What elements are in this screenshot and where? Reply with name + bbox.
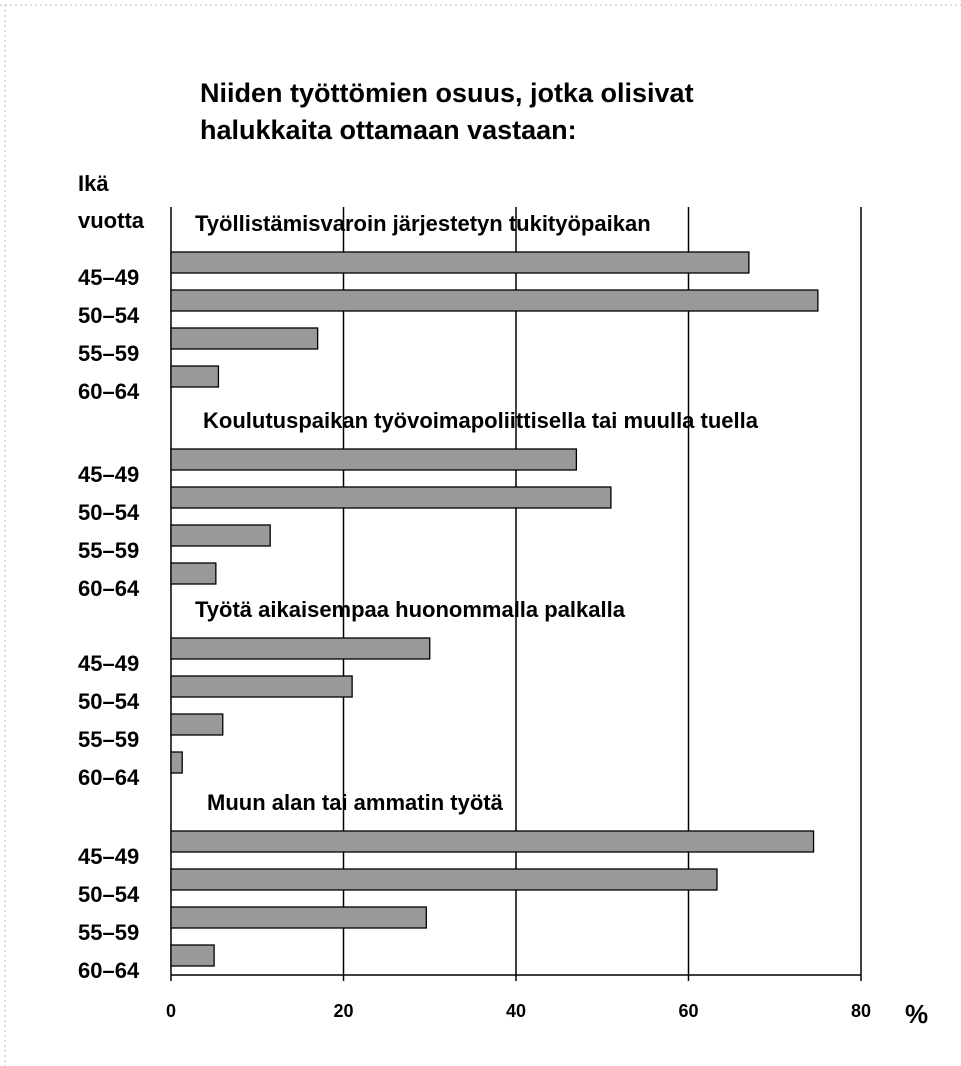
group-title: Työllistämisvaroin järjestetyn tukityöpa…	[195, 211, 651, 236]
bar	[170, 365, 220, 388]
y-axis-label: vuotta	[78, 208, 145, 233]
x-tick-label: 0	[166, 1001, 176, 1021]
bar	[170, 637, 431, 660]
bar	[170, 289, 819, 312]
bar	[170, 713, 224, 736]
chart-title: Niiden työttömien osuus, jotka olisivat	[200, 78, 694, 108]
bar	[170, 562, 217, 585]
y-tick-label: 45–49	[78, 651, 139, 676]
y-tick-label: 60–64	[78, 958, 140, 983]
y-tick-label: 55–59	[78, 727, 139, 752]
bar	[170, 448, 578, 471]
bar	[170, 868, 718, 891]
y-tick-label: 45–49	[78, 844, 139, 869]
y-tick-label: 55–59	[78, 341, 139, 366]
y-tick-label: 55–59	[78, 538, 139, 563]
y-tick-label: 50–54	[78, 500, 140, 525]
x-tick-label: 60	[678, 1001, 698, 1021]
group-title: Työtä aikaisempaa huonommalla palkalla	[195, 597, 626, 622]
y-axis-label: Ikä	[78, 171, 109, 196]
y-tick-label: 50–54	[78, 303, 140, 328]
x-tick-label: 80	[851, 1001, 871, 1021]
y-tick-label: 55–59	[78, 920, 139, 945]
group-title: Muun alan tai ammatin työtä	[207, 790, 504, 815]
chart-title: halukkaita ottamaan vastaan:	[200, 115, 577, 145]
x-axis-label: %	[905, 999, 928, 1029]
y-tick-label: 45–49	[78, 462, 139, 487]
y-tick-label: 45–49	[78, 265, 139, 290]
x-tick-label: 20	[333, 1001, 353, 1021]
bar	[170, 251, 750, 274]
bar	[170, 830, 815, 853]
y-tick-label: 50–54	[78, 689, 140, 714]
bar	[170, 327, 319, 350]
bar	[170, 675, 353, 698]
bar	[170, 906, 427, 929]
bar	[170, 486, 612, 509]
group-title: Koulutuspaikan työvoimapoliittisella tai…	[203, 408, 759, 433]
bar	[170, 944, 215, 967]
bar	[170, 524, 271, 547]
y-tick-label: 60–64	[78, 576, 140, 601]
x-tick-label: 40	[506, 1001, 526, 1021]
y-tick-label: 60–64	[78, 765, 140, 790]
bar	[170, 751, 183, 774]
y-tick-label: 60–64	[78, 379, 140, 404]
y-tick-label: 50–54	[78, 882, 140, 907]
